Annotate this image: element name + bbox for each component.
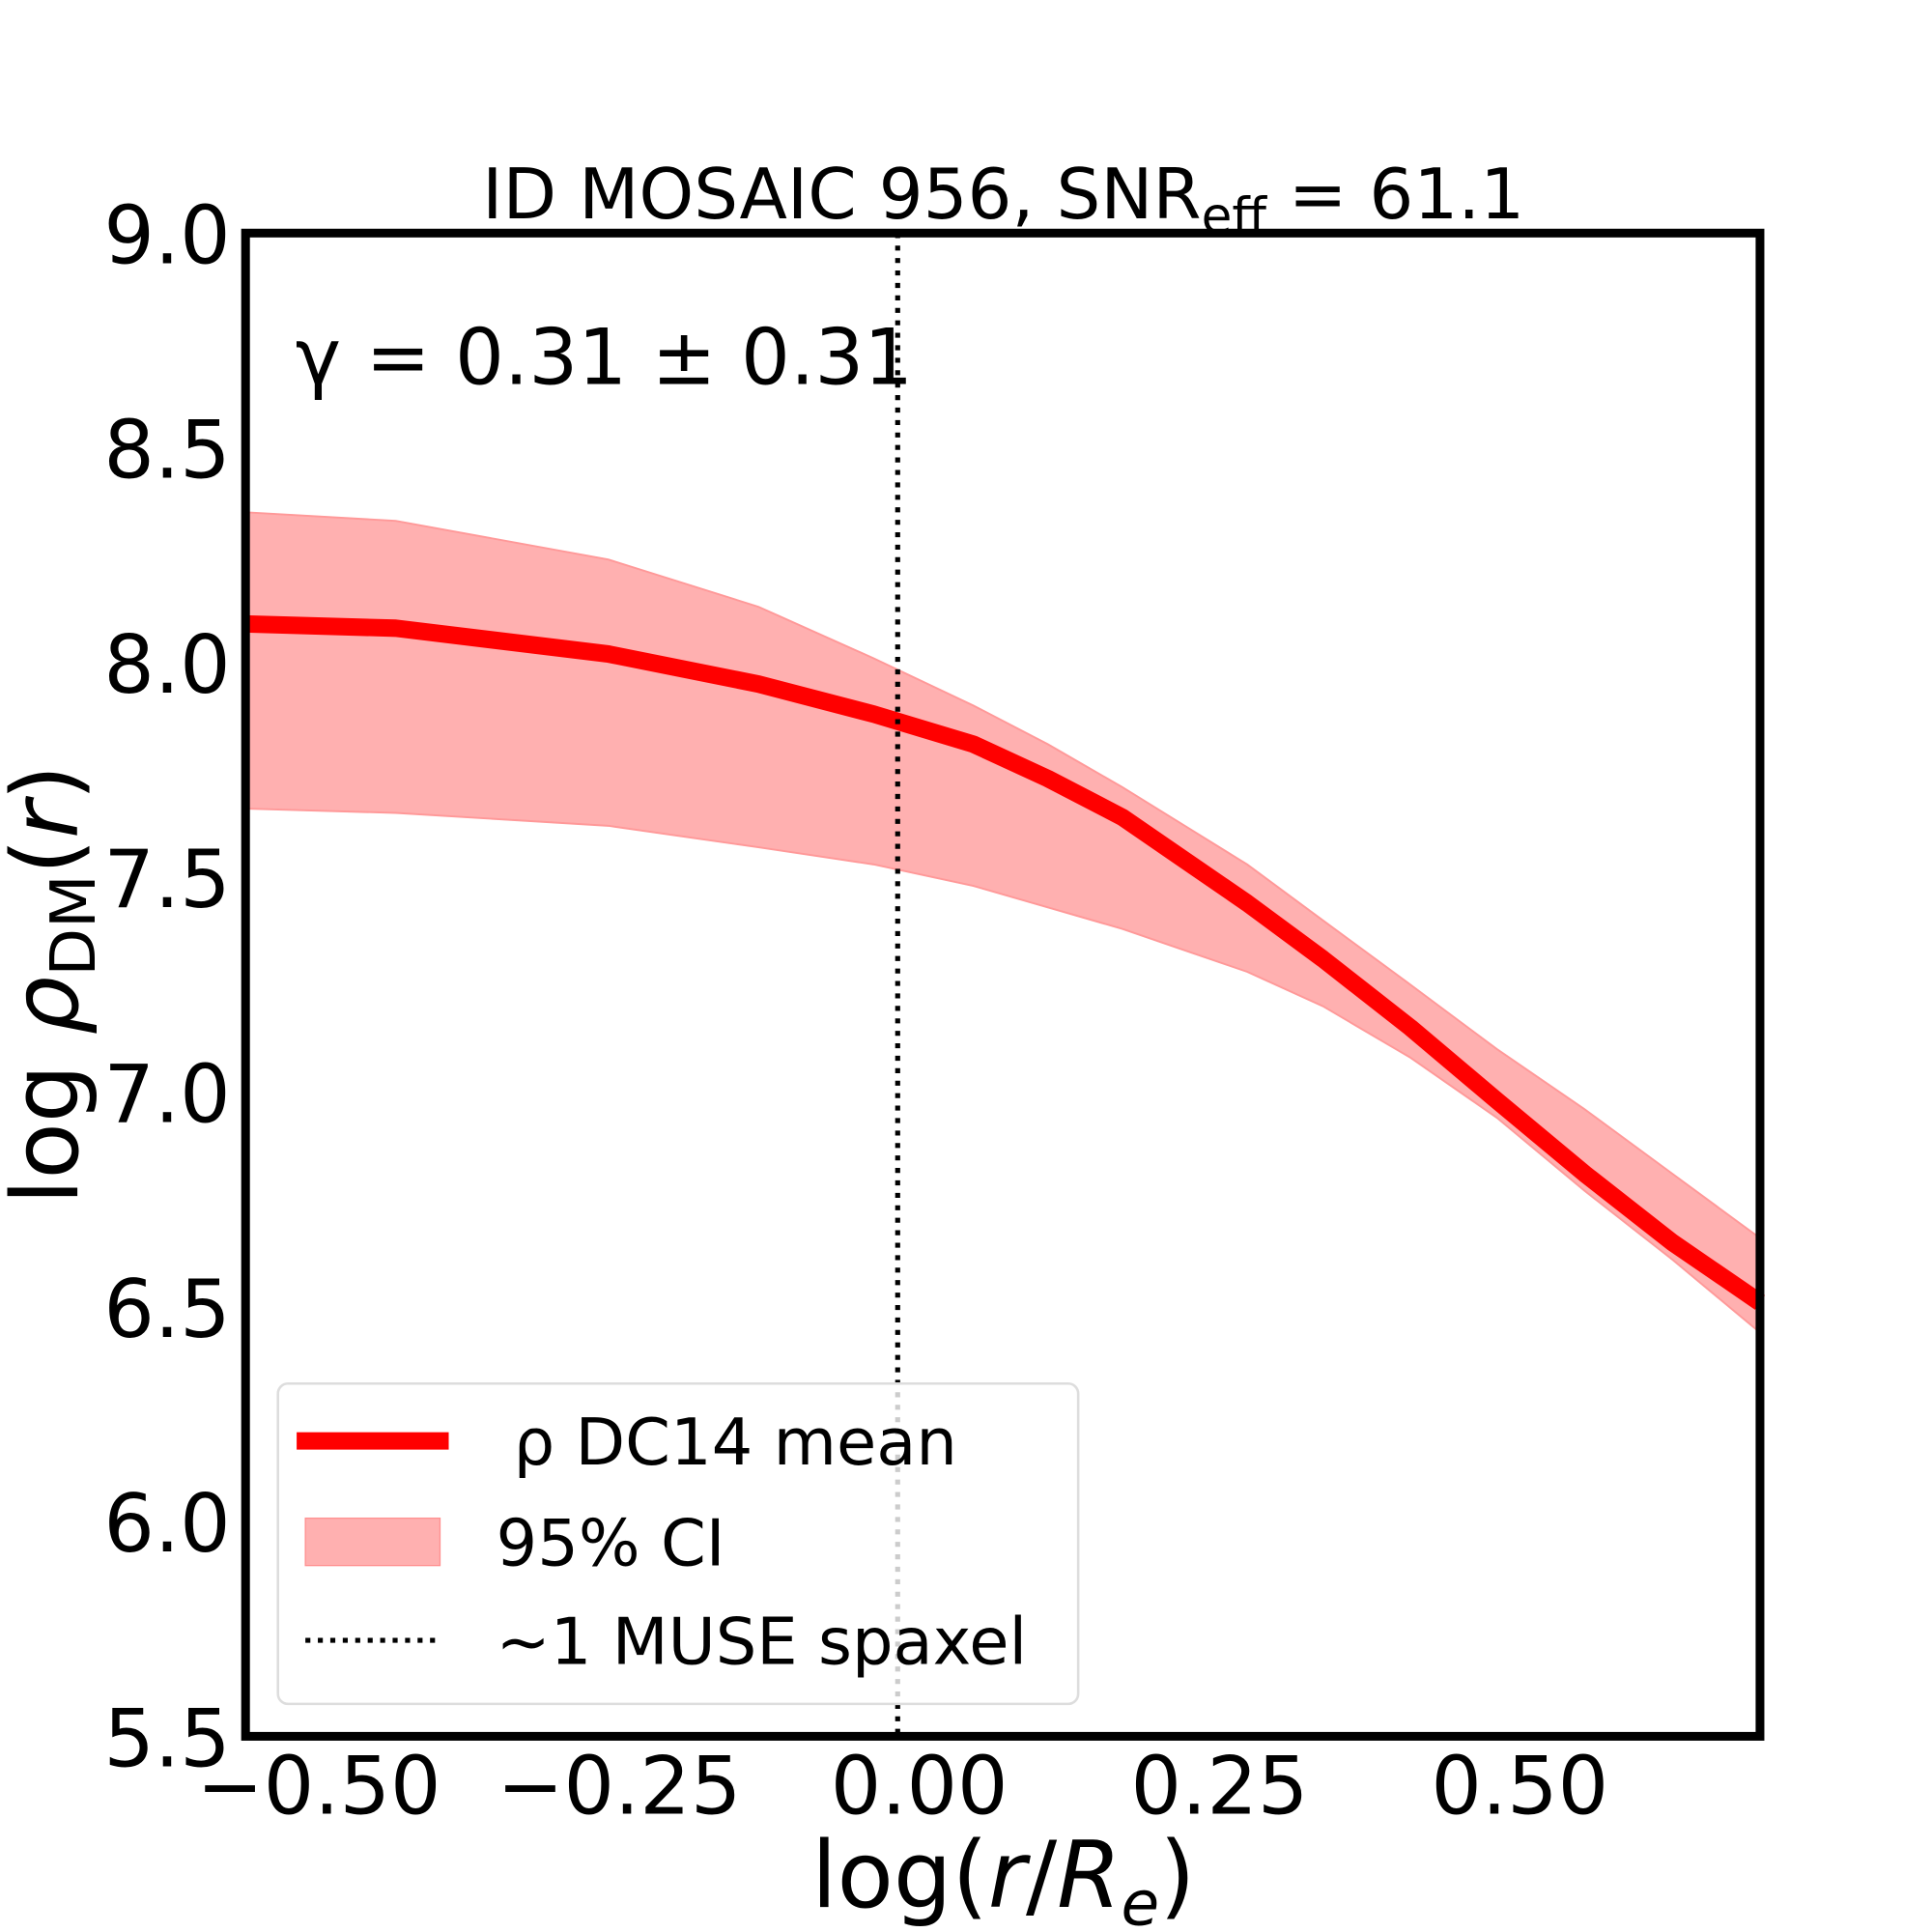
mean-line-layer	[244, 614, 1766, 1310]
x-tick-label: 0.00	[831, 1740, 1009, 1833]
y-tick-label: 5.5	[103, 1692, 230, 1785]
y-tick-label: 8.5	[103, 405, 230, 497]
mean-line	[244, 614, 1766, 1310]
legend-mean-label: ρ DC14 mean	[514, 1405, 957, 1480]
x-axis-label: log(r/Re)	[811, 1821, 1196, 1932]
x-ticks: −0.50 −0.25 0.00 0.25 0.50	[197, 1740, 1609, 1833]
y-axis-label: log ρDM(r)	[0, 765, 110, 1206]
y-tick-label: 7.0	[103, 1048, 230, 1141]
legend-box	[276, 1381, 1080, 1706]
x-tick-label: 0.25	[1131, 1740, 1309, 1833]
x-tick-label: 0.50	[1431, 1740, 1608, 1833]
legend-ci-label: 95% CI	[497, 1506, 725, 1581]
legend: ρ DC14 mean 95% CI ~1 MUSE spaxel	[276, 1381, 1080, 1706]
axes-frame	[241, 228, 1765, 1741]
x-tick-label: −0.50	[197, 1740, 441, 1833]
y-ticks: 5.5 6.0 6.5 7.0 7.5 8.0 8.5 9.0	[103, 189, 230, 1785]
x-tick-label: −0.25	[497, 1740, 741, 1833]
y-tick-label: 6.5	[103, 1264, 230, 1356]
legend-spaxel-label: ~1 MUSE spaxel	[497, 1605, 1028, 1680]
y-tick-label: 8.0	[103, 619, 230, 712]
y-tick-label: 9.0	[103, 189, 230, 282]
gamma-annotation: γ = 0.31 ± 0.31	[296, 312, 913, 402]
y-tick-label: 7.5	[103, 834, 230, 926]
chart-title: ID MOSAIC 956, SNReff = 61.1	[482, 155, 1524, 245]
y-tick-label: 6.0	[103, 1478, 230, 1571]
legend-ci-swatch	[304, 1517, 441, 1567]
